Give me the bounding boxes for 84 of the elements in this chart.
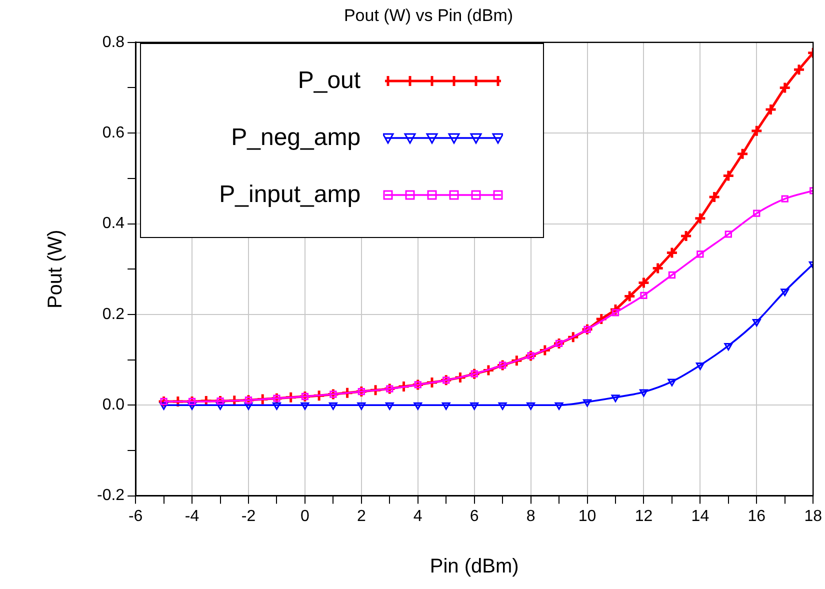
point (498, 362, 506, 369)
x-tick-label: 16 (748, 508, 766, 525)
point (328, 402, 338, 410)
point (386, 385, 394, 392)
point (301, 392, 309, 400)
point (724, 342, 733, 350)
point (470, 402, 479, 410)
point (640, 389, 648, 397)
point (753, 210, 760, 217)
x-tick-label: -2 (241, 508, 256, 525)
x-tick-label: 4 (413, 508, 422, 525)
point (188, 398, 196, 406)
x-tick-label: 6 (470, 508, 479, 525)
point (357, 402, 366, 410)
point (724, 230, 732, 238)
x-tick-label: 0 (300, 508, 310, 525)
x-tick-label: 10 (578, 508, 596, 525)
point (696, 250, 704, 258)
point (694, 212, 706, 225)
point (160, 402, 168, 410)
point (188, 402, 196, 410)
point (244, 396, 252, 404)
point (750, 124, 763, 138)
point (696, 362, 704, 370)
point (300, 402, 310, 410)
y-tick-label: -0.2 (96, 487, 125, 504)
point (442, 376, 450, 384)
point (498, 402, 507, 410)
point (555, 340, 563, 348)
y-tick-label: 0.4 (102, 215, 125, 232)
point (470, 370, 478, 378)
point (666, 246, 678, 260)
point (780, 288, 790, 296)
point (160, 398, 168, 406)
point (623, 290, 636, 303)
point (792, 63, 806, 76)
point (244, 402, 253, 410)
point (358, 388, 365, 396)
point (781, 195, 788, 202)
legend-label: P_out (296, 66, 361, 95)
point (722, 169, 735, 182)
point (273, 394, 280, 402)
point (668, 271, 676, 279)
y-tick-label: 0.8 (102, 34, 125, 51)
legend-label: P_neg_amp (230, 124, 361, 152)
point (640, 292, 648, 299)
y-tick-label: 0.0 (102, 396, 125, 414)
point (668, 378, 676, 386)
y-tick-label: 0.2 (102, 306, 125, 323)
x-tick-label: 8 (526, 508, 536, 525)
point (583, 399, 592, 407)
point (778, 81, 792, 94)
point (442, 402, 450, 410)
x-tick-label: 18 (804, 508, 822, 525)
y-tick-label: 0.6 (102, 124, 125, 142)
point (414, 402, 422, 410)
y-axis-title: Pout (W) (44, 230, 67, 309)
point (736, 148, 749, 160)
point (527, 352, 534, 360)
x-tick-label: -6 (128, 508, 143, 525)
point (216, 397, 224, 405)
point (611, 394, 620, 402)
legend-label: P_input_amp (218, 180, 361, 209)
point (612, 309, 620, 316)
point (752, 318, 761, 326)
point (680, 230, 692, 242)
point (708, 190, 721, 204)
x-tick-label: 2 (356, 508, 366, 525)
x-axis-title: Pin (dBm) (430, 556, 519, 578)
point (652, 262, 664, 274)
point (526, 402, 536, 410)
point (584, 326, 591, 333)
point (216, 402, 224, 410)
x-tick-label: -4 (184, 508, 200, 525)
point (637, 276, 650, 289)
point (385, 402, 394, 410)
x-tick-label: 14 (691, 508, 710, 525)
chart-title: Pout (W) vs Pin (dBm) (344, 6, 514, 25)
x-tick-label: 12 (634, 508, 653, 525)
point (330, 390, 337, 398)
point (764, 103, 778, 116)
point (554, 402, 564, 410)
point (414, 381, 422, 388)
point (272, 402, 281, 410)
